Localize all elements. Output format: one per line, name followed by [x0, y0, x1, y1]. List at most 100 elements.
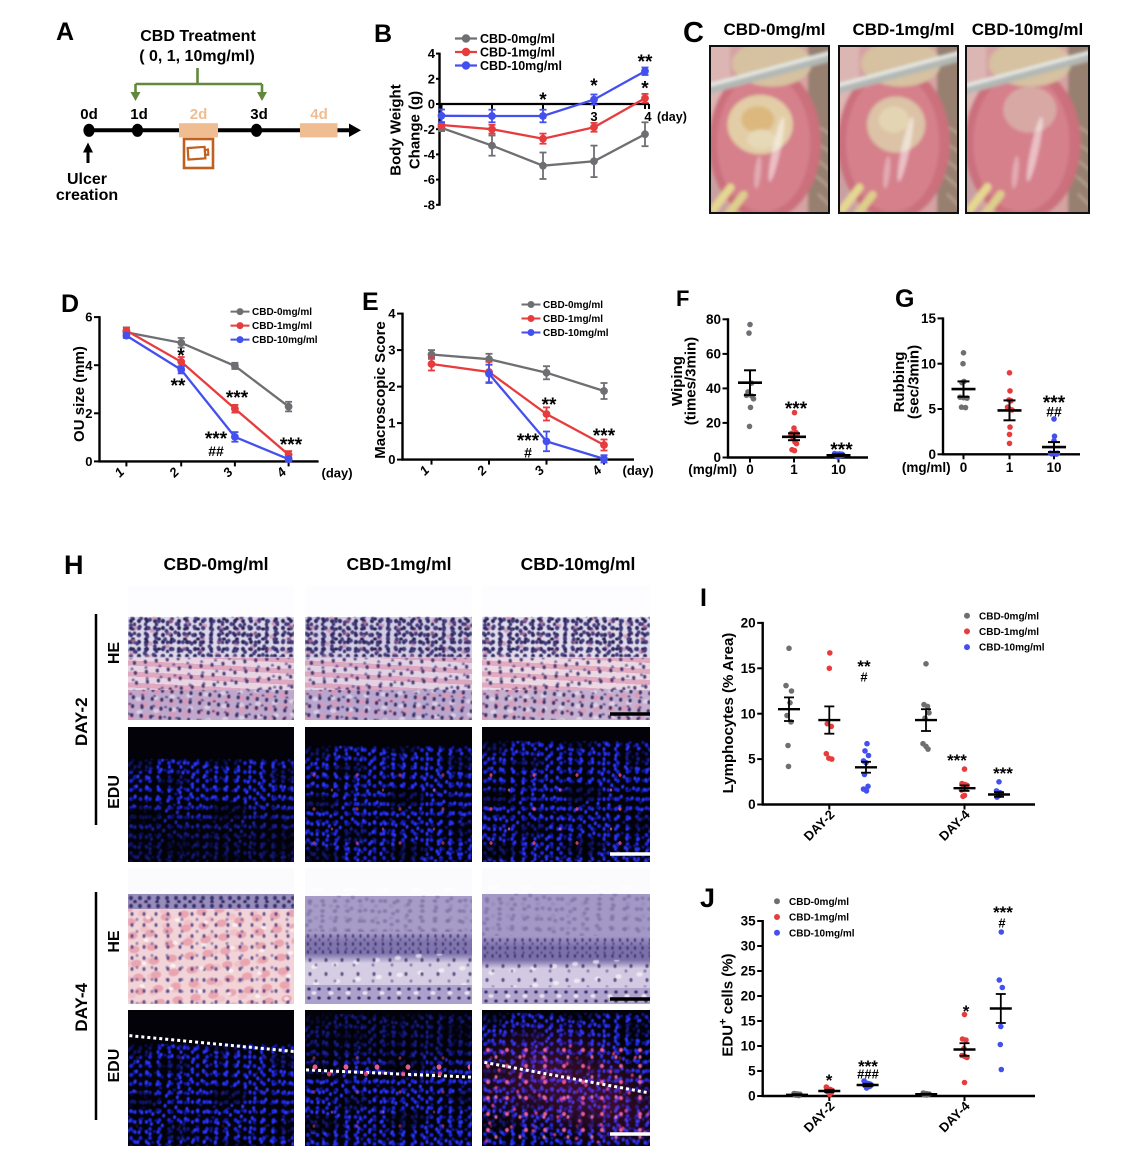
- svg-text:4: 4: [388, 306, 396, 321]
- svg-text:***: ***: [1043, 393, 1066, 414]
- svg-text:60: 60: [706, 347, 721, 362]
- svg-text:1: 1: [1006, 460, 1014, 475]
- svg-text:***: ***: [280, 435, 303, 456]
- svg-text:DAY-2: DAY-2: [801, 807, 838, 844]
- svg-text:##: ##: [208, 443, 224, 459]
- svg-text:20: 20: [706, 416, 721, 431]
- svg-text:EDU+ cells (%): EDU+ cells (%): [718, 953, 737, 1056]
- svg-text:0: 0: [748, 1089, 756, 1104]
- svg-text:4: 4: [273, 464, 290, 481]
- svg-text:CBD-10mg/ml: CBD-10mg/ml: [543, 328, 609, 339]
- svg-text:0: 0: [85, 454, 92, 469]
- svg-text:0: 0: [960, 460, 968, 475]
- svg-text:HE: HE: [106, 930, 123, 953]
- svg-text:0: 0: [428, 97, 435, 112]
- svg-text:0d: 0d: [80, 106, 98, 123]
- svg-text:(day): (day): [657, 110, 687, 124]
- svg-text:CBD-10mg/ml: CBD-10mg/ml: [789, 928, 855, 939]
- svg-text:CBD-1mg/ml: CBD-1mg/ml: [543, 314, 603, 325]
- svg-text:CBD-1mg/ml: CBD-1mg/ml: [346, 554, 451, 574]
- svg-text:*: *: [539, 90, 547, 111]
- svg-text:DAY-4: DAY-4: [936, 806, 973, 843]
- svg-text:##: ##: [1046, 404, 1062, 420]
- svg-text:2: 2: [388, 379, 395, 394]
- svg-text:(mg/ml): (mg/ml): [902, 460, 951, 475]
- svg-text:E: E: [362, 288, 379, 316]
- svg-text:**: **: [857, 657, 871, 676]
- svg-text:CBD Treatment: CBD Treatment: [140, 28, 256, 45]
- svg-text:3: 3: [531, 462, 547, 478]
- svg-text:30: 30: [741, 939, 756, 954]
- svg-text:(day): (day): [322, 466, 353, 481]
- svg-text:Ulcer: Ulcer: [67, 171, 107, 188]
- svg-text:CBD-10mg/ml: CBD-10mg/ml: [521, 554, 636, 574]
- svg-text:G: G: [895, 285, 914, 313]
- svg-text:0: 0: [746, 462, 754, 477]
- svg-text:***: ***: [205, 429, 228, 450]
- svg-text:1: 1: [416, 463, 432, 479]
- svg-text:2: 2: [473, 462, 490, 479]
- svg-text:***: ***: [993, 903, 1013, 922]
- svg-text:B: B: [374, 20, 392, 48]
- svg-text:-6: -6: [423, 172, 435, 187]
- svg-text:*: *: [963, 1002, 970, 1021]
- svg-text:0: 0: [928, 447, 936, 462]
- svg-text:Wiping: Wiping: [669, 356, 686, 406]
- svg-text:40: 40: [706, 381, 721, 396]
- svg-text:EDU: EDU: [106, 775, 123, 809]
- svg-text:10: 10: [831, 462, 846, 477]
- svg-text:6: 6: [85, 310, 92, 325]
- svg-text:3: 3: [388, 343, 395, 358]
- svg-text:2d: 2d: [190, 106, 208, 123]
- svg-text:( 0, 1, 10mg/ml): ( 0, 1, 10mg/ml): [139, 48, 255, 65]
- svg-text:15: 15: [921, 311, 937, 326]
- svg-text:***: ***: [517, 431, 540, 452]
- svg-text:***: ***: [858, 1057, 878, 1076]
- svg-text:(mg/ml): (mg/ml): [688, 462, 737, 477]
- svg-text:1: 1: [388, 416, 395, 431]
- svg-text:***: ***: [830, 440, 853, 461]
- svg-text:25: 25: [741, 964, 757, 979]
- svg-text:10: 10: [741, 1039, 756, 1054]
- svg-text:4d: 4d: [310, 106, 328, 123]
- svg-text:*: *: [177, 346, 185, 367]
- svg-text:#: #: [524, 445, 532, 461]
- svg-text:CBD-0mg/ml: CBD-0mg/ml: [252, 307, 312, 318]
- svg-text:10: 10: [741, 706, 756, 721]
- svg-text:(times/3min): (times/3min): [683, 337, 700, 425]
- svg-text:4: 4: [85, 358, 93, 373]
- svg-text:1: 1: [790, 462, 798, 477]
- svg-text:15: 15: [741, 1014, 757, 1029]
- svg-text:EDU: EDU: [106, 1049, 123, 1083]
- svg-text:CBD-1mg/ml: CBD-1mg/ml: [480, 45, 555, 59]
- svg-text:0: 0: [748, 797, 756, 812]
- svg-text:CBD-0mg/ml: CBD-0mg/ml: [723, 20, 825, 39]
- svg-text:CBD-10mg/ml: CBD-10mg/ml: [979, 643, 1045, 654]
- svg-text:CBD-1mg/ml: CBD-1mg/ml: [979, 627, 1039, 638]
- svg-text:CBD-0mg/ml: CBD-0mg/ml: [543, 300, 603, 311]
- svg-text:20: 20: [741, 616, 756, 631]
- svg-text:CBD-1mg/ml: CBD-1mg/ml: [789, 913, 849, 924]
- svg-text:C: C: [683, 17, 704, 49]
- svg-text:H: H: [64, 550, 84, 580]
- svg-text:*: *: [590, 76, 598, 97]
- svg-text:10: 10: [1046, 460, 1061, 475]
- svg-text:#: #: [860, 670, 868, 685]
- svg-text:***: ***: [947, 751, 967, 770]
- svg-text:1: 1: [111, 464, 127, 480]
- svg-text:3: 3: [220, 464, 236, 480]
- svg-text:DAY-4: DAY-4: [936, 1098, 973, 1135]
- svg-text:5: 5: [748, 1064, 756, 1079]
- svg-text:CBD-0mg/ml: CBD-0mg/ml: [163, 554, 268, 574]
- svg-text:A: A: [56, 18, 74, 46]
- svg-text:Change (g): Change (g): [406, 91, 423, 169]
- svg-text:F: F: [676, 286, 689, 311]
- svg-text:HE: HE: [106, 642, 123, 665]
- svg-text:CBD-10mg/ml: CBD-10mg/ml: [972, 20, 1083, 39]
- svg-text:Rubbing: Rubbing: [891, 352, 908, 413]
- svg-text:4: 4: [428, 46, 436, 61]
- svg-text:10: 10: [921, 356, 936, 371]
- svg-text:3d: 3d: [250, 106, 268, 123]
- svg-text:DAY-4: DAY-4: [72, 983, 91, 1032]
- svg-text:CBD-0mg/ml: CBD-0mg/ml: [789, 897, 849, 908]
